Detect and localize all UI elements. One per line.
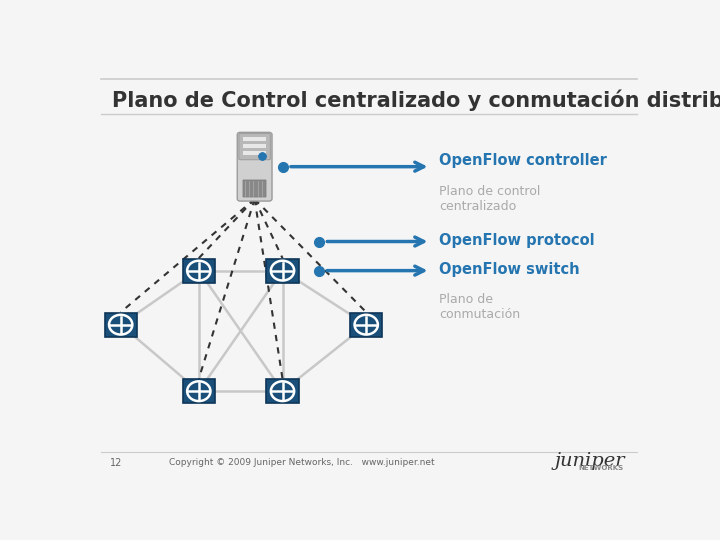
FancyBboxPatch shape: [266, 379, 299, 403]
FancyBboxPatch shape: [266, 259, 299, 282]
FancyBboxPatch shape: [243, 144, 266, 148]
FancyBboxPatch shape: [243, 151, 266, 155]
Text: OpenFlow protocol: OpenFlow protocol: [438, 233, 595, 248]
FancyBboxPatch shape: [183, 259, 215, 282]
FancyBboxPatch shape: [243, 180, 266, 197]
FancyBboxPatch shape: [243, 137, 266, 141]
FancyBboxPatch shape: [243, 144, 266, 148]
FancyBboxPatch shape: [239, 133, 270, 160]
Circle shape: [248, 181, 261, 191]
FancyBboxPatch shape: [238, 132, 272, 201]
Text: Plano de Control centralizado y conmutación distribuido.: Plano de Control centralizado y conmutac…: [112, 90, 720, 111]
Text: Plano de
conmutación: Plano de conmutación: [438, 293, 520, 321]
Text: juniper: juniper: [554, 451, 625, 470]
Text: Copyright © 2009 Juniper Networks, Inc.   www.juniper.net: Copyright © 2009 Juniper Networks, Inc. …: [169, 458, 435, 467]
Text: Plano de control
centralizado: Plano de control centralizado: [438, 185, 540, 213]
FancyBboxPatch shape: [239, 133, 270, 160]
FancyBboxPatch shape: [350, 313, 382, 337]
Circle shape: [248, 181, 261, 191]
Text: OpenFlow controller: OpenFlow controller: [438, 153, 607, 168]
FancyBboxPatch shape: [104, 313, 137, 337]
Text: 12: 12: [109, 458, 122, 468]
FancyBboxPatch shape: [243, 180, 266, 197]
FancyBboxPatch shape: [183, 379, 215, 403]
FancyBboxPatch shape: [243, 151, 266, 155]
FancyBboxPatch shape: [243, 137, 266, 141]
Text: NETWORKS: NETWORKS: [578, 465, 623, 471]
FancyBboxPatch shape: [238, 132, 272, 201]
Text: OpenFlow switch: OpenFlow switch: [438, 262, 580, 277]
